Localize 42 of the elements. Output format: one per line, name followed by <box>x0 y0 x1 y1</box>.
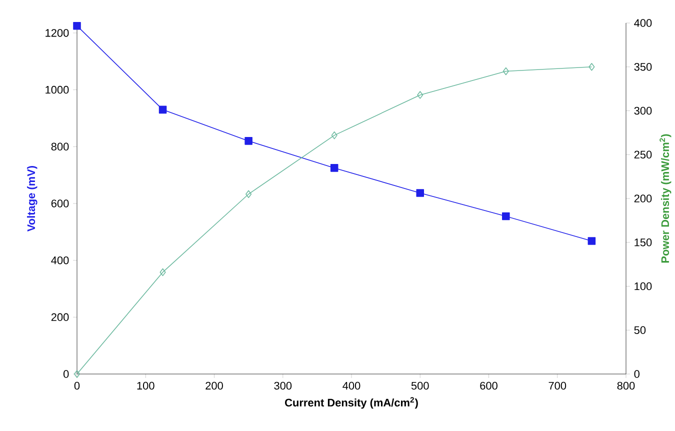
x-tick-label: 0 <box>74 382 80 390</box>
y-tick-label: 1000 <box>46 86 69 94</box>
x-tick-label: 600 <box>480 382 498 390</box>
x-axis-title: Current Density (mA/cm$^{2}$) <box>285 397 418 409</box>
point <box>73 22 81 30</box>
y2-tick-label: 0 <box>634 370 640 378</box>
point <box>158 106 167 114</box>
point <box>330 164 338 172</box>
point <box>244 137 252 145</box>
y2-tick-label: 350 <box>634 63 652 71</box>
y2-tick-label: 300 <box>634 106 652 115</box>
point <box>246 190 252 198</box>
y-axis-title: Voltage (mV) <box>27 166 38 232</box>
point <box>74 370 80 378</box>
y-tick-label: 800 <box>51 142 69 151</box>
y2-tick-label: 100 <box>634 282 652 290</box>
x-tick-label: 300 <box>274 382 292 390</box>
x-tick-label: 700 <box>548 382 566 390</box>
point <box>588 237 596 245</box>
y2-tick-label: 400 <box>634 19 652 27</box>
x-tick-label: 800 <box>617 382 635 390</box>
x-tick-label: 500 <box>411 382 429 390</box>
y2-tick-label: 150 <box>634 238 652 246</box>
point <box>502 67 509 76</box>
y-tick-label: 0 <box>63 370 69 378</box>
x-tick-label: 200 <box>206 382 223 390</box>
point <box>502 212 510 220</box>
point <box>160 268 166 276</box>
x-tick-label: 100 <box>137 382 154 390</box>
point <box>417 91 424 99</box>
point <box>331 131 338 140</box>
y2-tick-label: 250 <box>634 150 652 159</box>
y-tick-label: 1200 <box>46 29 69 37</box>
x-tick-label: 400 <box>342 382 360 390</box>
y-tick-label: 400 <box>51 256 69 264</box>
point <box>588 62 595 71</box>
y2-axis-title: Power Density (mW/cm$^{2}$) <box>660 134 672 263</box>
y-tick-label: 600 <box>51 200 69 208</box>
y2-tick-label: 200 <box>634 194 652 202</box>
point <box>416 189 424 197</box>
y2-tick-label: 50 <box>634 326 646 334</box>
y-tick-label: 200 <box>51 313 69 322</box>
